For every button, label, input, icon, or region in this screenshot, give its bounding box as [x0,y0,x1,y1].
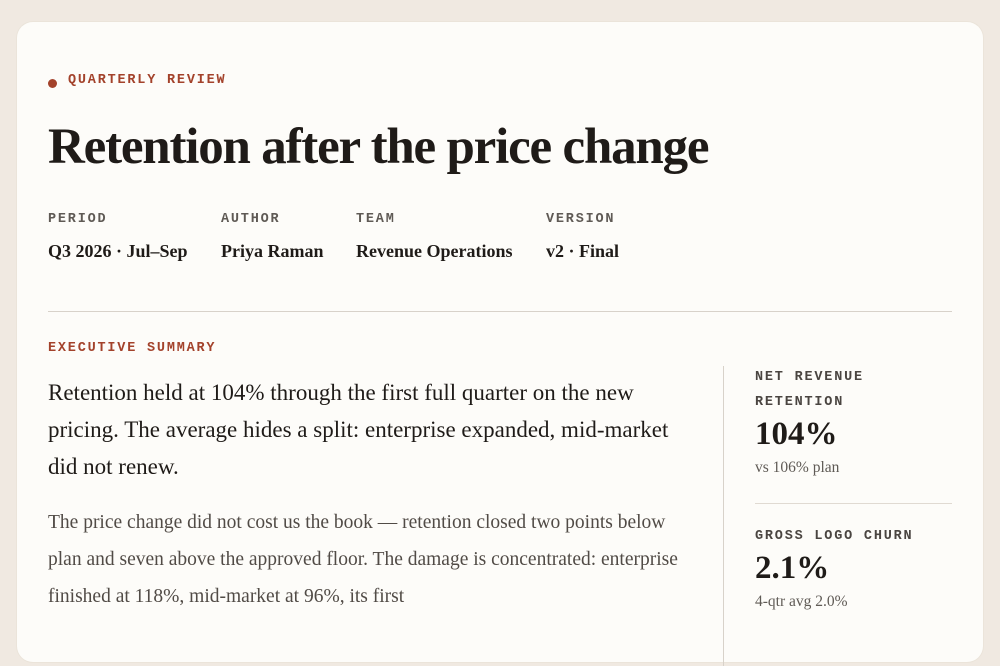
meta-value: Revenue Operations [356,241,513,261]
divider [48,311,952,312]
metric-note: vs 106% plan [755,459,840,476]
page: QUARTERLY REVIEW Retention after the pri… [17,22,983,666]
meta-value: Q3 2026 · Jul–Sep [48,241,188,261]
sidebar-border [723,366,724,666]
eyebrow-dot [48,79,57,88]
meta-label: AUTHOR [221,212,281,227]
metric-label: NET REVENUE RETENTION [755,370,864,410]
card: QUARTERLY REVIEW Retention after the pri… [17,22,983,666]
meta-label: TEAM [356,212,396,227]
meta-label: VERSION [546,212,616,227]
lead-paragraph: Retention held at 104% through the first… [48,380,669,479]
metric-value: 2.1% [755,550,830,586]
eyebrow: QUARTERLY REVIEW [68,73,227,88]
meta-value: Priya Raman [221,241,324,261]
meta-label: PERIOD [48,212,108,227]
body-paragraph: The price change did not cost us the boo… [48,512,678,607]
metric-note: 4-qtr avg 2.0% [755,593,848,610]
metric-label: GROSS LOGO CHURN [755,529,914,544]
section-label: EXECUTIVE SUMMARY [48,341,217,356]
title: Retention after the price change [48,119,710,175]
metric-divider [755,503,952,504]
meta-value: v2 · Final [546,241,620,261]
metric-value: 104% [755,416,838,452]
